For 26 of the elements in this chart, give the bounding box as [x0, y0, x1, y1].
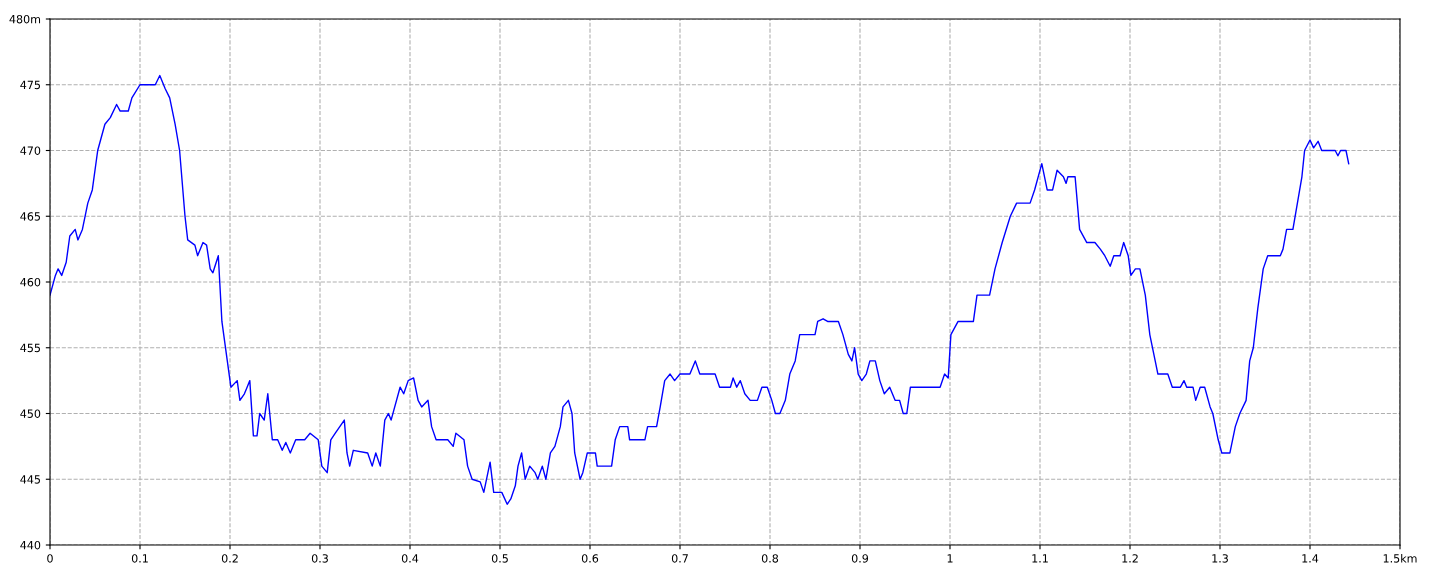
y-tick-label: 440: [20, 540, 41, 550]
x-tick-label: 1.2: [1122, 554, 1138, 563]
y-tick-label: 455: [20, 343, 40, 353]
x-tick-label: 0.9: [851, 554, 869, 563]
y-tick-label: 450: [20, 409, 41, 418]
x-tick-label: 1.4: [1302, 554, 1319, 563]
y-tick-label: 480m: [9, 14, 41, 24]
x-tick-label: 0: [47, 554, 53, 563]
y-tick-label: 470: [20, 146, 41, 155]
x-tick-label: 0.8: [761, 554, 779, 563]
x-tick-label: 1.5km: [1383, 554, 1417, 563]
y-tick-label: 465: [20, 212, 40, 221]
x-tick-label: 1: [947, 554, 953, 563]
x-tick-label: 0.7: [671, 554, 688, 563]
y-tick-label: 475: [20, 80, 40, 90]
x-tick-label: 1.3: [1212, 554, 1228, 563]
x-tick-label: 0.3: [311, 554, 328, 563]
x-tick-label: 0.6: [581, 554, 599, 563]
x-tick-label: 0.4: [401, 554, 419, 563]
y-tick-label: 460: [20, 277, 41, 287]
y-tick-label: 445: [20, 475, 40, 484]
line-series: [50, 74, 1350, 505]
x-tick-label: 0.2: [221, 554, 238, 563]
x-tick-label: 0.1: [131, 554, 148, 563]
x-tick-label: 1.1: [1032, 554, 1048, 563]
x-tick-label: 0.5: [491, 554, 508, 563]
